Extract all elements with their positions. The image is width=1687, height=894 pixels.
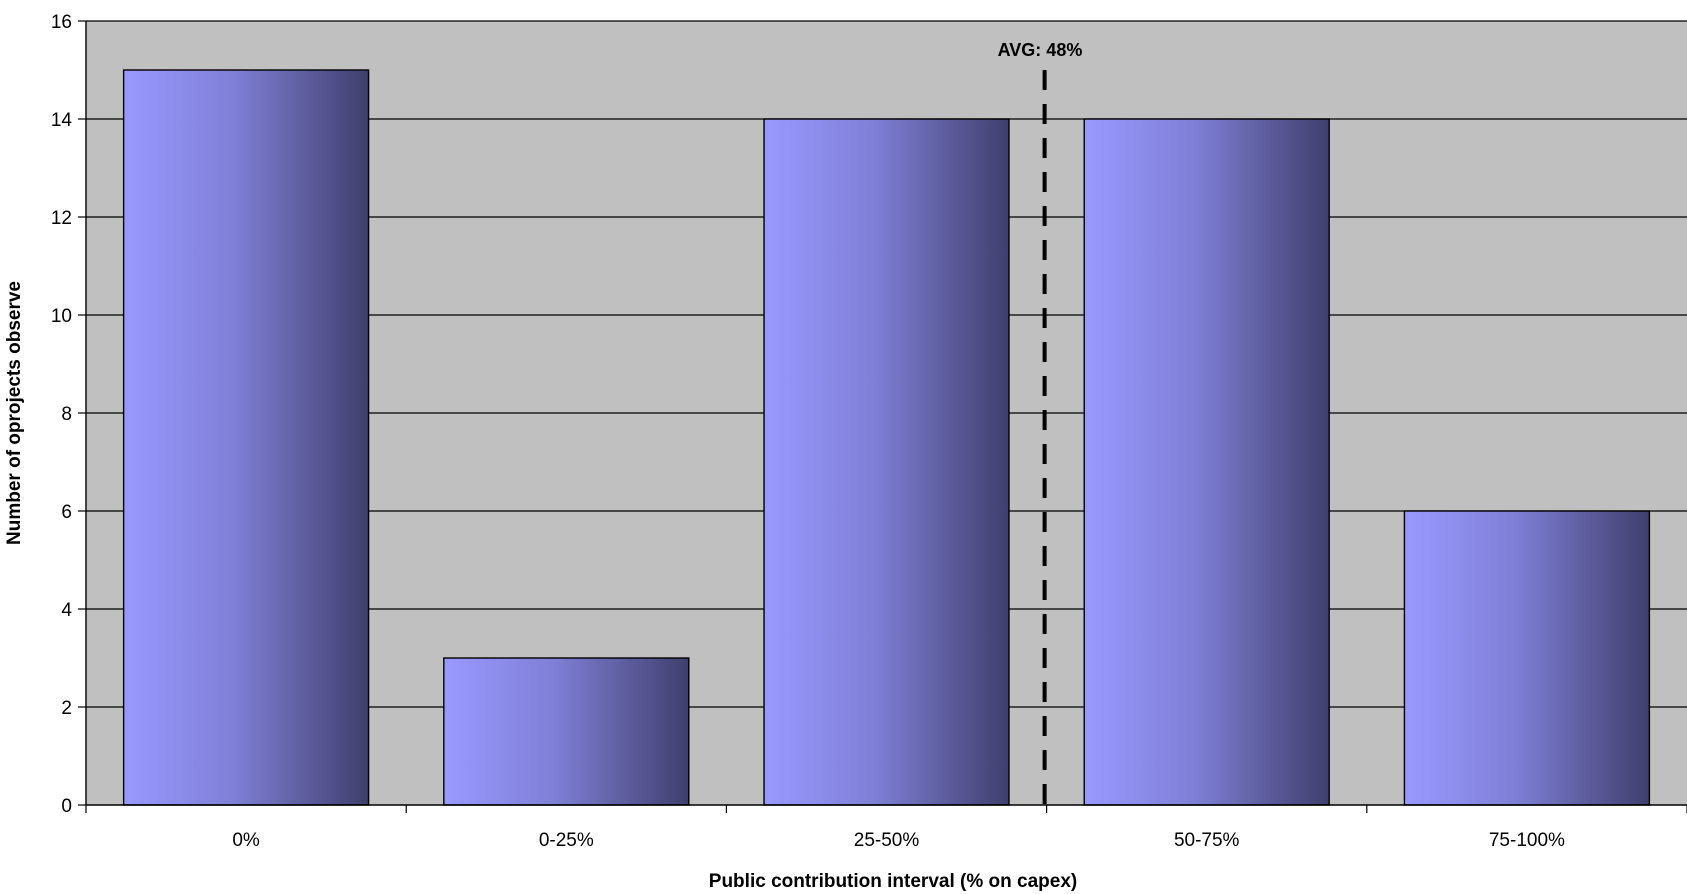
y-axis-title: Number of oprojects observe [4, 281, 25, 545]
x-tick-labels: 0% 0-25% 25-50% 50-75% 75-100% [232, 830, 1565, 851]
avg-annotation: AVG: 48% [998, 40, 1083, 60]
x-tick-label: 75-100% [1489, 830, 1565, 851]
axes [78, 20, 1687, 813]
bar [1403, 510, 1651, 806]
y-tick-label: 2 [61, 698, 72, 719]
y-tick-label: 12 [51, 208, 72, 229]
x-tick-label: 0-25% [539, 830, 594, 851]
x-axis-title: Public contribution interval (% on capex… [709, 871, 1077, 892]
y-tick-label: 16 [51, 12, 72, 33]
y-tick-label: 0 [61, 796, 72, 817]
y-tick-labels: 0 2 4 6 8 10 12 14 16 [51, 12, 73, 817]
bar [122, 69, 370, 806]
x-tick-label: 50-75% [1174, 830, 1240, 851]
y-tick-label: 4 [61, 600, 72, 621]
bar [443, 657, 690, 806]
bar [1083, 118, 1330, 806]
y-tick-label: 8 [61, 404, 72, 425]
y-tick-label: 14 [51, 110, 73, 131]
y-tick-label: 10 [51, 306, 72, 327]
x-tick-label: 25-50% [854, 830, 920, 851]
bars [122, 69, 1651, 806]
x-tick-label: 0% [232, 830, 260, 851]
y-tick-label: 6 [61, 502, 72, 523]
bar [763, 118, 1010, 806]
